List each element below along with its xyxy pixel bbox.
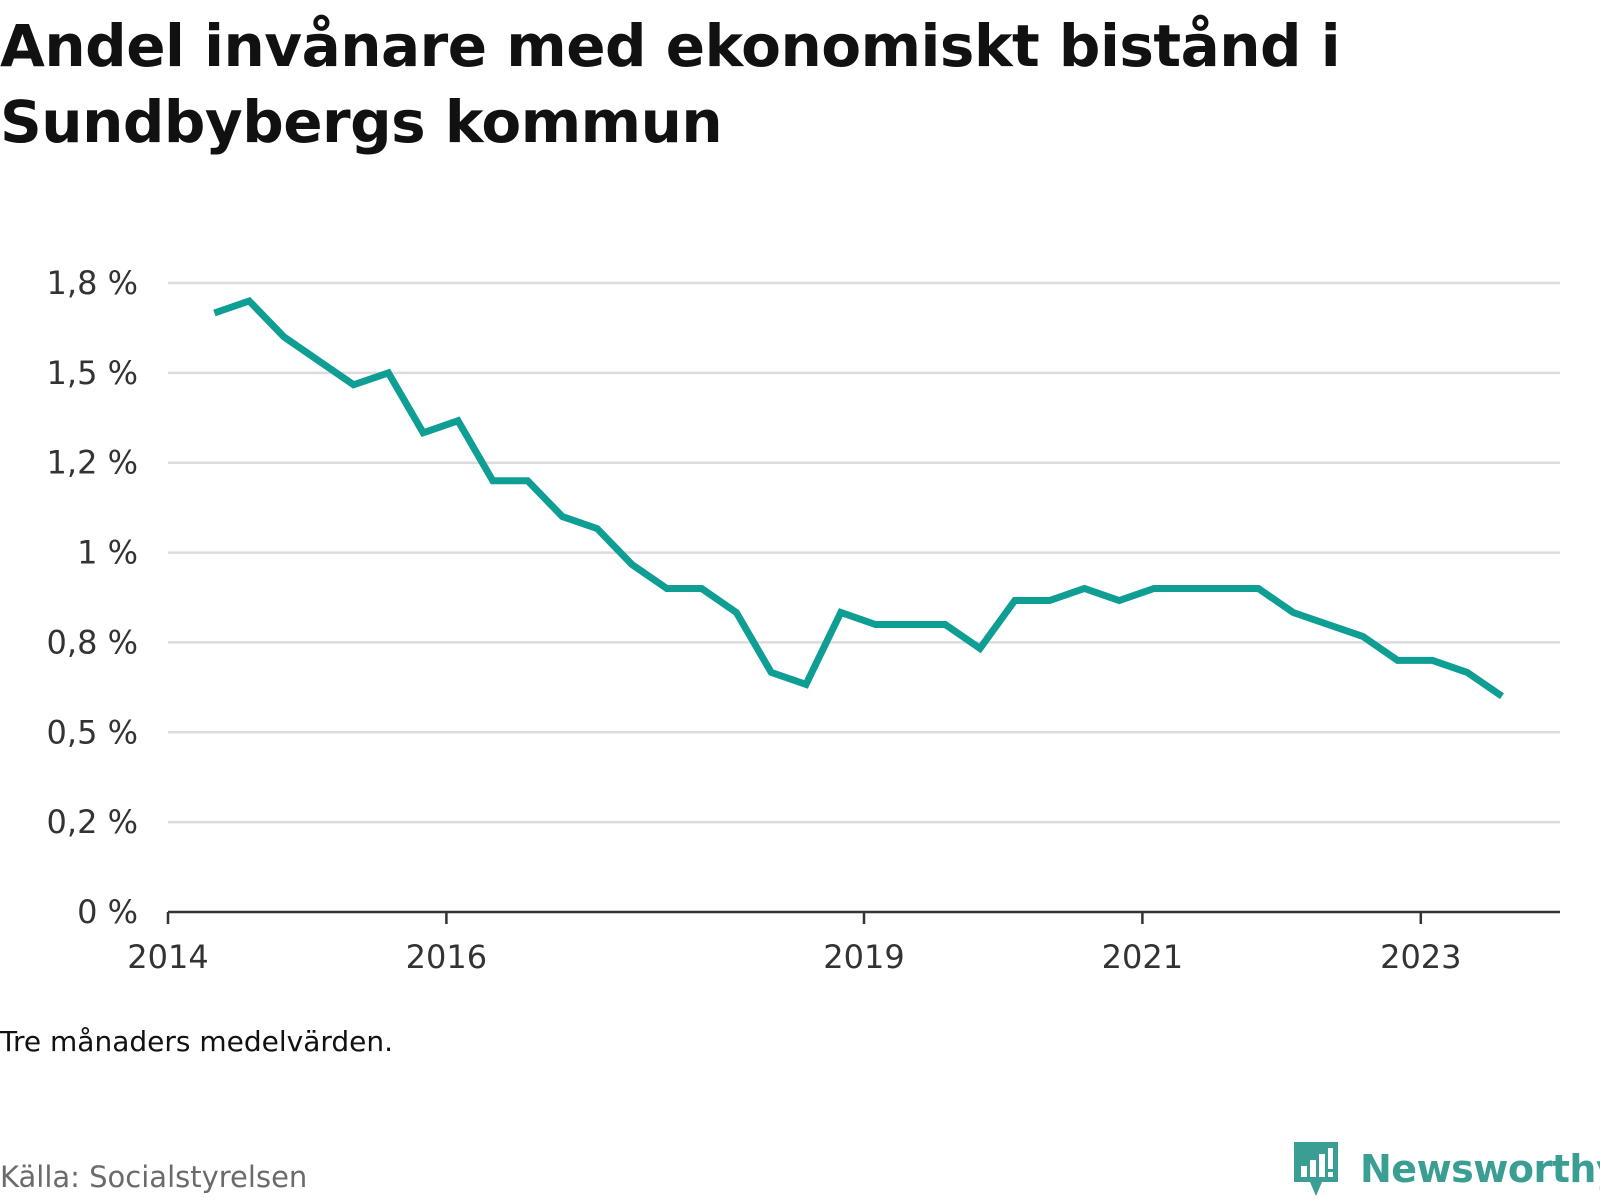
y-tick-label: 1,8 % bbox=[47, 264, 138, 302]
x-axis bbox=[166, 910, 1560, 924]
y-tick-label: 1,2 % bbox=[47, 444, 138, 482]
y-tick-label: 1 % bbox=[77, 534, 138, 572]
source-label: Källa: Socialstyrelsen bbox=[0, 1160, 308, 1194]
series-layer bbox=[213, 296, 1504, 700]
series-line bbox=[213, 296, 1504, 700]
chart-note: Tre månaders medelvärden. bbox=[0, 1025, 394, 1058]
y-tick-label: 0,8 % bbox=[47, 623, 138, 661]
brand: Newsworthy bbox=[1292, 1140, 1600, 1198]
y-tick-label: 0,5 % bbox=[47, 713, 138, 751]
gridlines bbox=[168, 281, 1560, 824]
y-tick-label: 1,5 % bbox=[47, 354, 138, 392]
y-tick-label: 0 % bbox=[77, 893, 138, 931]
newsworthy-logo-icon bbox=[1294, 1142, 1338, 1196]
chart-title: Andel invånare med ekonomiskt bistånd i … bbox=[0, 12, 1341, 156]
x-axis-labels: 2014 2016 2019 2021 2023 bbox=[127, 938, 1461, 976]
y-tick-label: 0,2 % bbox=[47, 803, 138, 841]
x-tick-label: 2023 bbox=[1380, 938, 1461, 976]
x-tick-label: 2019 bbox=[823, 938, 904, 976]
line-chart: 0 % 0,2 % 0,5 % 0,8 % 1 % 1,2 % 1,5 % 1,8 % 201… bbox=[47, 264, 1560, 976]
x-tick-label: 2014 bbox=[127, 938, 208, 976]
x-tick-label: 2016 bbox=[406, 938, 487, 976]
brand-name: Newsworthy bbox=[1360, 1147, 1600, 1191]
y-axis-labels: 0 % 0,2 % 0,5 % 0,8 % 1 % 1,2 % 1,5 % 1,8 % bbox=[47, 264, 138, 931]
x-tick-label: 2021 bbox=[1102, 938, 1183, 976]
